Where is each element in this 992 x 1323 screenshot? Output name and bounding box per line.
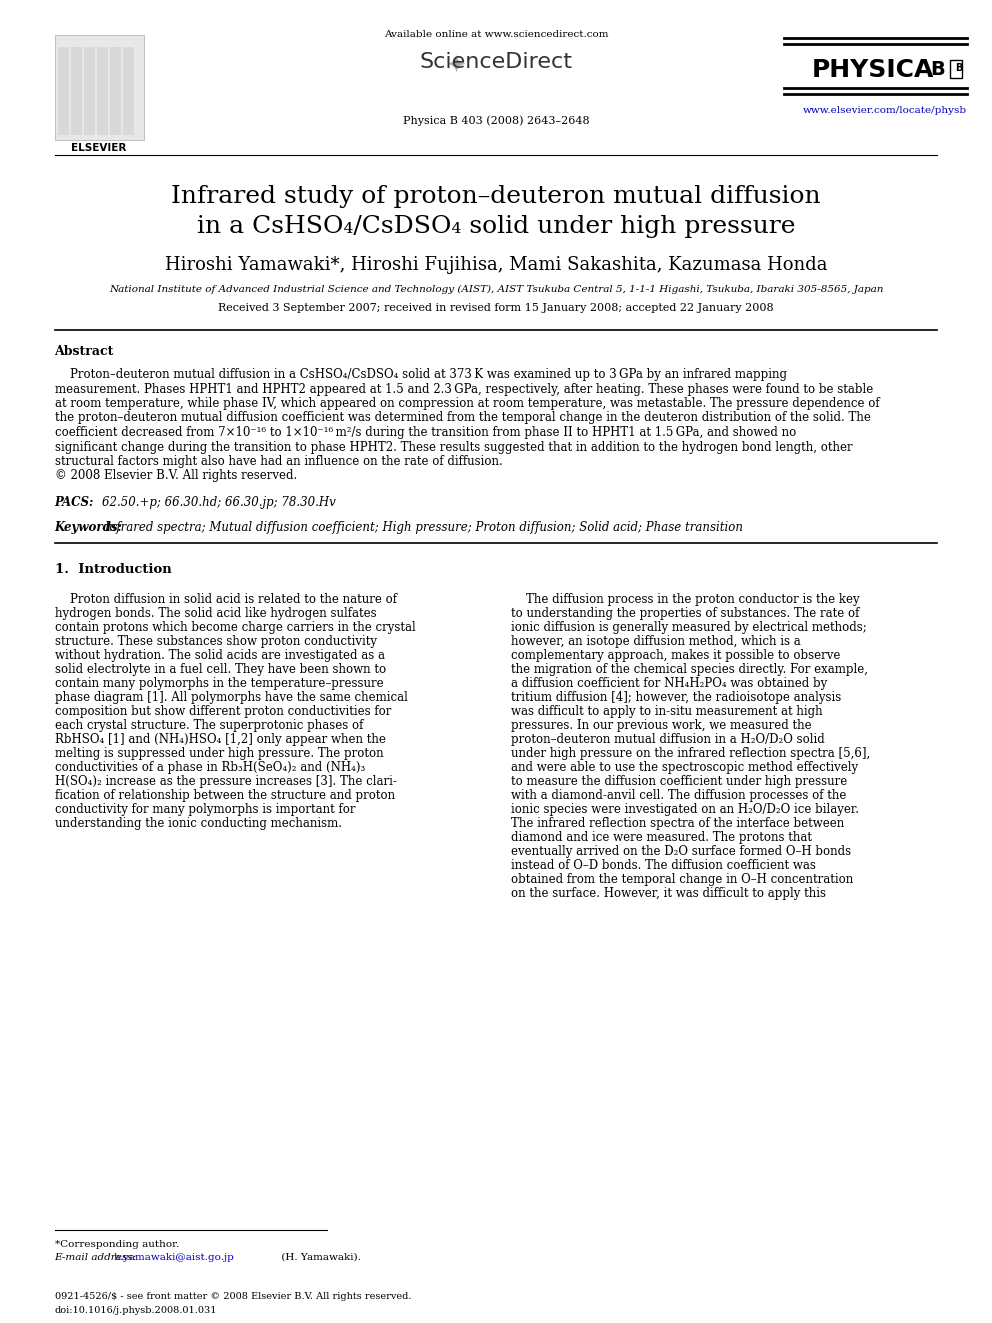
- Text: to understanding the properties of substances. The rate of: to understanding the properties of subst…: [511, 607, 859, 620]
- Text: 0921-4526/$ - see front matter © 2008 Elsevier B.V. All rights reserved.: 0921-4526/$ - see front matter © 2008 El…: [55, 1293, 411, 1301]
- Text: www.elsevier.com/locate/physb: www.elsevier.com/locate/physb: [804, 106, 967, 115]
- Text: h.yamawaki@aist.go.jp: h.yamawaki@aist.go.jp: [114, 1253, 235, 1262]
- Text: diamond and ice were measured. The protons that: diamond and ice were measured. The proto…: [511, 831, 811, 844]
- Bar: [55, 34, 144, 140]
- Text: conductivity for many polymorphs is important for: conductivity for many polymorphs is impo…: [55, 803, 355, 816]
- Text: ionic species were investigated on an H₂O/D₂O ice bilayer.: ionic species were investigated on an H₂…: [511, 803, 859, 816]
- Text: contain protons which become charge carriers in the crystal: contain protons which become charge carr…: [55, 620, 416, 634]
- Bar: [950, 60, 962, 78]
- Text: to measure the diffusion coefficient under high pressure: to measure the diffusion coefficient und…: [511, 775, 847, 789]
- Text: eventually arrived on the D₂O surface formed O–H bonds: eventually arrived on the D₂O surface fo…: [511, 845, 851, 859]
- Text: with a diamond-anvil cell. The diffusion processes of the: with a diamond-anvil cell. The diffusion…: [511, 789, 846, 802]
- Bar: [96, 48, 107, 135]
- Text: Physica B 403 (2008) 2643–2648: Physica B 403 (2008) 2643–2648: [403, 115, 589, 126]
- Bar: [109, 48, 121, 135]
- Text: Infrared study of proton–deuteron mutual diffusion: Infrared study of proton–deuteron mutual…: [172, 185, 820, 208]
- Bar: [83, 48, 94, 135]
- Bar: [70, 48, 81, 135]
- Bar: [123, 48, 134, 135]
- Text: understanding the ionic conducting mechanism.: understanding the ionic conducting mecha…: [55, 818, 341, 830]
- Text: contain many polymorphs in the temperature–pressure: contain many polymorphs in the temperatu…: [55, 677, 383, 691]
- Text: Received 3 September 2007; received in revised form 15 January 2008; accepted 22: Received 3 September 2007; received in r…: [218, 303, 774, 314]
- Text: pressures. In our previous work, we measured the: pressures. In our previous work, we meas…: [511, 718, 811, 732]
- Text: at room temperature, while phase IV, which appeared on compression at room tempe: at room temperature, while phase IV, whi…: [55, 397, 879, 410]
- Text: B: B: [930, 60, 944, 79]
- Text: 62.50.+p; 66.30.hd; 66.30.jp; 78.30.Hv: 62.50.+p; 66.30.hd; 66.30.jp; 78.30.Hv: [102, 496, 336, 509]
- Text: coefficient decreased from 7×10⁻¹⁶ to 1×10⁻¹⁶ m²/s during the transition from ph: coefficient decreased from 7×10⁻¹⁶ to 1×…: [55, 426, 796, 439]
- Text: ✦: ✦: [445, 56, 467, 79]
- Text: obtained from the temporal change in O–H concentration: obtained from the temporal change in O–H…: [511, 873, 853, 886]
- Text: solid electrolyte in a fuel cell. They have been shown to: solid electrolyte in a fuel cell. They h…: [55, 663, 386, 676]
- Text: a diffusion coefficient for NH₄H₂PO₄ was obtained by: a diffusion coefficient for NH₄H₂PO₄ was…: [511, 677, 827, 691]
- Text: ionic diffusion is generally measured by electrical methods;: ionic diffusion is generally measured by…: [511, 620, 867, 634]
- Text: The diffusion process in the proton conductor is the key: The diffusion process in the proton cond…: [511, 593, 859, 606]
- Text: Proton diffusion in solid acid is related to the nature of: Proton diffusion in solid acid is relate…: [55, 593, 397, 606]
- Text: *Corresponding author.: *Corresponding author.: [55, 1240, 179, 1249]
- Text: 1.  Introduction: 1. Introduction: [55, 564, 172, 576]
- Text: tritium diffusion [4]; however, the radioisotope analysis: tritium diffusion [4]; however, the radi…: [511, 691, 841, 704]
- Text: under high pressure on the infrared reflection spectra [5,6],: under high pressure on the infrared refl…: [511, 747, 870, 759]
- Text: and were able to use the spectroscopic method effectively: and were able to use the spectroscopic m…: [511, 761, 858, 774]
- Text: E-mail address:: E-mail address:: [55, 1253, 140, 1262]
- Text: structural factors might also have had an influence on the rate of diffusion.: structural factors might also have had a…: [55, 455, 502, 468]
- Text: fication of relationship between the structure and proton: fication of relationship between the str…: [55, 789, 395, 802]
- Text: Available online at www.sciencedirect.com: Available online at www.sciencedirect.co…: [384, 30, 608, 38]
- Text: © 2008 Elsevier B.V. All rights reserved.: © 2008 Elsevier B.V. All rights reserved…: [55, 470, 297, 483]
- Text: Proton–deuteron mutual diffusion in a CsHSO₄/CsDSO₄ solid at 373 K was examined : Proton–deuteron mutual diffusion in a Cs…: [55, 368, 787, 381]
- Text: Keywords:: Keywords:: [55, 521, 127, 534]
- Text: (H. Yamawaki).: (H. Yamawaki).: [278, 1253, 361, 1262]
- Text: composition but show different proton conductivities for: composition but show different proton co…: [55, 705, 391, 718]
- Text: hydrogen bonds. The solid acid like hydrogen sulfates: hydrogen bonds. The solid acid like hydr…: [55, 607, 376, 620]
- Text: the proton–deuteron mutual diffusion coefficient was determined from the tempora: the proton–deuteron mutual diffusion coe…: [55, 411, 870, 425]
- Text: Infrared spectra; Mutual diffusion coefficient; High pressure; Proton diffusion;: Infrared spectra; Mutual diffusion coeff…: [104, 521, 743, 534]
- Text: without hydration. The solid acids are investigated as a: without hydration. The solid acids are i…: [55, 650, 385, 662]
- Text: proton–deuteron mutual diffusion in a H₂O/D₂O solid: proton–deuteron mutual diffusion in a H₂…: [511, 733, 824, 746]
- Text: complementary approach, makes it possible to observe: complementary approach, makes it possibl…: [511, 650, 840, 662]
- Text: National Institute of Advanced Industrial Science and Technology (AIST), AIST Ts: National Institute of Advanced Industria…: [109, 284, 883, 294]
- Text: The infrared reflection spectra of the interface between: The infrared reflection spectra of the i…: [511, 818, 844, 830]
- Text: instead of O–D bonds. The diffusion coefficient was: instead of O–D bonds. The diffusion coef…: [511, 859, 815, 872]
- Text: the migration of the chemical species directly. For example,: the migration of the chemical species di…: [511, 663, 868, 676]
- Text: Abstract: Abstract: [55, 345, 114, 359]
- Text: H(SO₄)₂ increase as the pressure increases [3]. The clari-: H(SO₄)₂ increase as the pressure increas…: [55, 775, 397, 789]
- Text: melting is suppressed under high pressure. The proton: melting is suppressed under high pressur…: [55, 747, 383, 759]
- Text: each crystal structure. The superprotonic phases of: each crystal structure. The superprotoni…: [55, 718, 363, 732]
- Bar: [58, 48, 68, 135]
- Text: RbHSO₄ [1] and (NH₄)HSO₄ [1,2] only appear when the: RbHSO₄ [1] and (NH₄)HSO₄ [1,2] only appe…: [55, 733, 386, 746]
- Text: doi:10.1016/j.physb.2008.01.031: doi:10.1016/j.physb.2008.01.031: [55, 1306, 217, 1315]
- Text: however, an isotope diffusion method, which is a: however, an isotope diffusion method, wh…: [511, 635, 801, 648]
- Text: ELSEVIER: ELSEVIER: [70, 143, 126, 153]
- Text: significant change during the transition to phase HPHT2. These results suggested: significant change during the transition…: [55, 441, 852, 454]
- Text: measurement. Phases HPHT1 and HPHT2 appeared at 1.5 and 2.3 GPa, respectively, a: measurement. Phases HPHT1 and HPHT2 appe…: [55, 382, 873, 396]
- Text: on the surface. However, it was difficult to apply this: on the surface. However, it was difficul…: [511, 886, 826, 900]
- Text: conductivities of a phase in Rb₃H(SeO₄)₂ and (NH₄)₃: conductivities of a phase in Rb₃H(SeO₄)₂…: [55, 761, 365, 774]
- Text: in a CsHSO₄/CsDSO₄ solid under high pressure: in a CsHSO₄/CsDSO₄ solid under high pres…: [196, 216, 796, 238]
- Text: was difficult to apply to in-situ measurement at high: was difficult to apply to in-situ measur…: [511, 705, 822, 718]
- Text: PHYSICA: PHYSICA: [811, 58, 934, 82]
- Text: B: B: [955, 64, 962, 73]
- Text: Hiroshi Yamawaki*, Hiroshi Fujihisa, Mami Sakashita, Kazumasa Honda: Hiroshi Yamawaki*, Hiroshi Fujihisa, Mam…: [165, 255, 827, 274]
- Text: structure. These substances show proton conductivity: structure. These substances show proton …: [55, 635, 377, 648]
- Text: ScienceDirect: ScienceDirect: [420, 52, 572, 71]
- Text: PACS:: PACS:: [55, 496, 98, 509]
- Text: phase diagram [1]. All polymorphs have the same chemical: phase diagram [1]. All polymorphs have t…: [55, 691, 408, 704]
